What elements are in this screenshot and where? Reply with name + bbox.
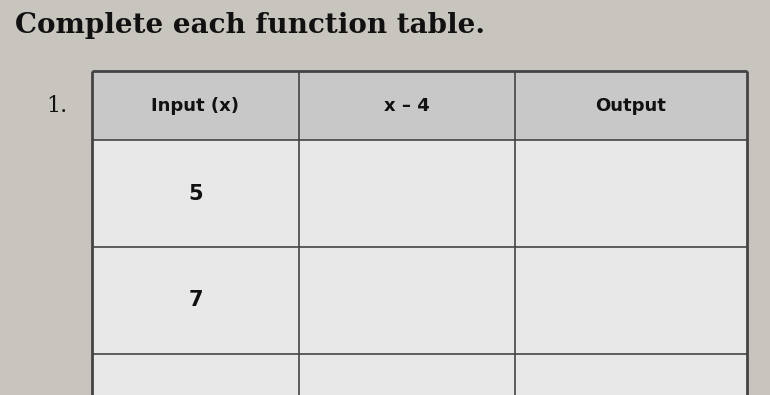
Bar [92,354,299,395]
Bar [92,247,299,354]
Bar [299,71,514,140]
Text: 7: 7 [188,290,203,310]
Bar [514,354,747,395]
Text: Input (x): Input (x) [152,97,239,115]
Text: Output: Output [595,97,666,115]
Bar [299,354,514,395]
Text: 1.: 1. [46,95,68,117]
Bar [92,71,299,140]
Bar [299,247,514,354]
Bar [299,140,514,247]
Text: Complete each function table.: Complete each function table. [15,12,485,39]
Bar [92,140,299,247]
Bar [514,71,747,140]
Bar [514,140,747,247]
Text: 5: 5 [188,184,203,203]
Text: x – 4: x – 4 [383,97,430,115]
Bar [514,247,747,354]
